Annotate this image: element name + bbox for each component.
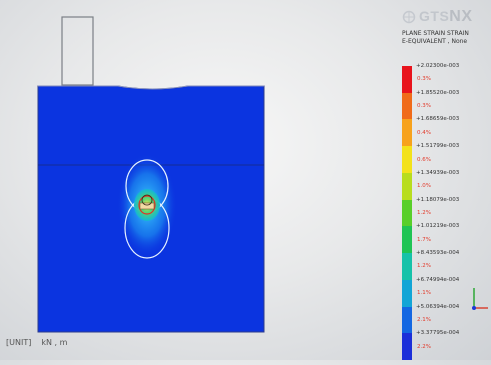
legend-swatch — [402, 279, 412, 307]
legend-value: +1.85520e-003 — [416, 89, 460, 96]
legend-value: +6.74994e-004 — [416, 276, 460, 283]
legend-swatch — [402, 253, 412, 280]
legend-value: +1.51799e-003 — [416, 143, 460, 150]
legend-percent: 1.2% — [417, 210, 431, 216]
legend-swatch — [402, 333, 412, 360]
color-legend: +2.02300e-003 +1.85520e-003 +1.68659e-003 +… — [402, 63, 490, 360]
legend-value: +1.34939e-003 — [416, 169, 460, 176]
legend-percent: 0.4% — [417, 129, 431, 136]
legend-title-line2: E-EQUIVALENT , None — [402, 38, 468, 45]
legend-percent: 1.0% — [417, 183, 431, 190]
legend-swatch — [402, 92, 412, 120]
status-bar: [UNIT] kN , m — [6, 334, 67, 350]
unit-value: kN , m — [41, 337, 68, 347]
legend-value: +5.06394e-004 — [416, 303, 460, 310]
legend-value: +1.68659e-003 — [416, 116, 460, 123]
legend-value: +8.43593e-004 — [416, 250, 460, 257]
legend-title-line1: PLANE STRAIN STRAIN — [402, 30, 469, 37]
tunnel-opening — [141, 194, 153, 206]
legend-percent: 0.6% — [417, 156, 431, 163]
legend-swatch — [402, 199, 412, 227]
legend-percent: 2.1% — [417, 316, 431, 323]
logo-text: GTSNX — [419, 8, 473, 25]
legend-value: +2.02300e-003 — [416, 63, 460, 69]
legend-swatch — [402, 172, 412, 200]
tunnel-invert — [139, 202, 155, 210]
legend-percent: 0.3% — [417, 76, 431, 83]
tunnel-lining — [138, 195, 156, 215]
legend-swatch — [402, 306, 412, 334]
legend-swatch — [402, 119, 412, 147]
legend-swatch — [402, 146, 412, 173]
legend-swatch — [402, 226, 412, 254]
legend-color-bar — [402, 66, 412, 360]
axis-triad-icon — [472, 288, 488, 310]
legend-percent: 1.7% — [417, 236, 431, 243]
legend-percent: 1.1% — [417, 290, 431, 297]
legend-title: PLANE STRAIN STRAIN E-EQUIVALENT , None — [402, 30, 488, 46]
gts-nx-logo: GTSNX — [402, 6, 486, 28]
legend-value: +1.18079e-003 — [416, 196, 460, 203]
logo-icon — [402, 10, 416, 24]
legend-swatch — [402, 66, 412, 93]
legend-percent: 2.2% — [417, 343, 431, 350]
legend-value: +3.37795e-004 — [416, 330, 460, 337]
unit-label: [UNIT] — [6, 337, 32, 347]
legend-value: +1.01219e-003 — [416, 223, 460, 230]
ground-surface — [38, 85, 264, 90]
building-outline — [61, 16, 94, 86]
legend-percent: 0.3% — [417, 103, 431, 110]
legend-percent: 1.2% — [417, 263, 431, 270]
